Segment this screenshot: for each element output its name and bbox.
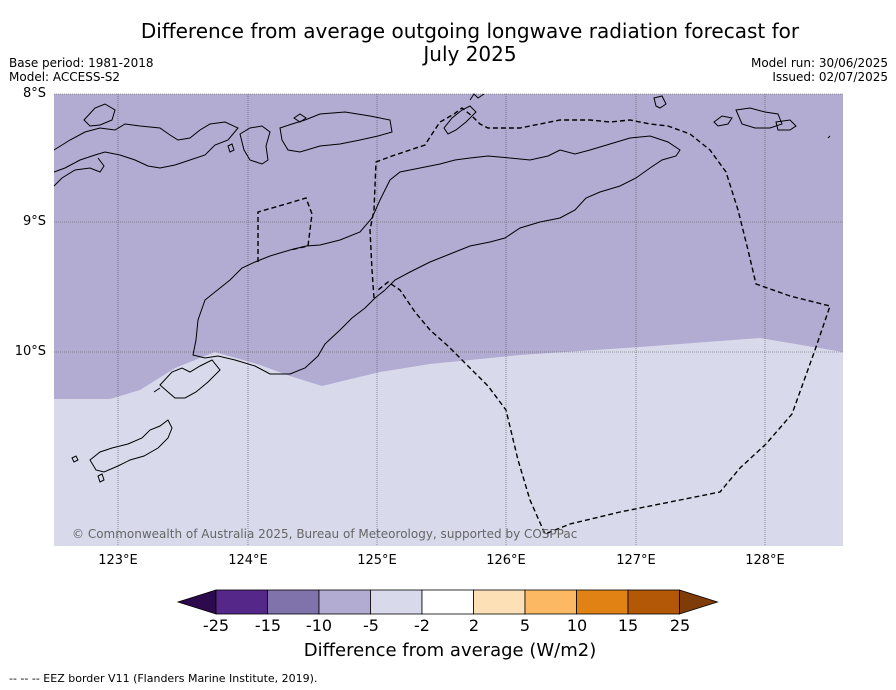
graticule [54,93,843,546]
coastlines [53,93,831,483]
colorbar-tick: -25 [202,616,230,635]
colorbar-tick: -2 [414,616,430,635]
lon-label-127e: 127°E [616,553,656,568]
eez-border [257,107,831,535]
colorbar-tick: 15 [617,616,639,635]
lon-label-125e: 125°E [357,553,397,568]
map-region-strong [54,94,843,399]
colorbar-label: Difference from average (W/m2) [303,640,597,661]
base-period: Base period: 1981-2018 [9,56,154,70]
model-run: Model run: 30/06/2025 [750,56,888,70]
colorbar-tick: -10 [305,616,333,635]
lon-label-123e: 123°E [98,553,138,568]
lon-label-128e: 128°E [745,553,785,568]
colorbar-tick: 25 [669,616,691,635]
model-name: Model: ACCESS-S2 [9,70,121,84]
lon-label-126e: 126°E [486,553,526,568]
lat-label-9s: 9°S [22,214,46,229]
colorbar-tick: 2 [468,616,480,635]
lon-label-124e: 124°E [228,553,268,568]
colorbar-tick: 5 [519,616,531,635]
map-title: Difference from average outgoing longwav… [100,20,840,66]
lat-label-8s: 8°S [22,86,46,101]
lat-label-10s: 10°S [14,344,46,359]
eez-footnote: -- -- -- EEZ border V11 (Flanders Marine… [9,672,318,685]
colorbar-tick: 10 [566,616,588,635]
base-info: Base period: 1981-2018 Model: ACCESS-S2 [9,56,154,84]
title-line-2: July 2025 [423,42,517,66]
colorbar-tick: -5 [363,616,379,635]
issued-date: Issued: 02/07/2025 [772,70,888,84]
run-info: Model run: 30/06/2025 Issued: 02/07/2025 [751,56,888,84]
copyright-notice: © Commonwealth of Australia 2025, Bureau… [72,527,578,541]
colorbar-tick: -15 [254,616,282,635]
title-line-1: Difference from average outgoing longwav… [140,19,800,43]
